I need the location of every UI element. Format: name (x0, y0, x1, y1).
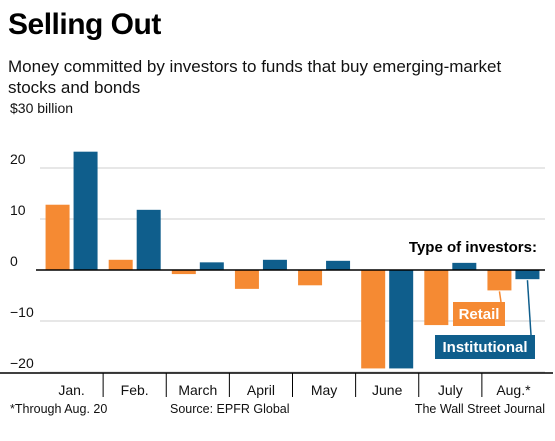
footnote-source: Source: EPFR Global (170, 402, 290, 416)
x-tick-label: Feb. (121, 382, 149, 398)
footnote-credit: The Wall Street Journal (414, 402, 545, 416)
y-tick-label: 0 (10, 253, 18, 269)
legend-label-institutional: Institutional (443, 339, 528, 356)
legend-leader-line (526, 280, 532, 336)
footnote-note: *Through Aug. 20 (10, 402, 108, 416)
bar-institutional-7 (515, 270, 540, 280)
y-tick-label: 10 (10, 202, 26, 218)
legend: Type of investors: Retail Institutional (409, 239, 537, 359)
legend-label-retail: Retail (459, 306, 500, 323)
chart-subtitle: Money committed by investors to funds th… (8, 57, 502, 97)
x-tick-label: May (311, 382, 337, 398)
legend-title: Type of investors: (409, 239, 537, 256)
bar-retail-7 (487, 270, 512, 291)
axes: $30 billion 20 10 0 −10 −20 Jan. Feb. March April… (0, 100, 553, 398)
legend-leader-line (498, 291, 502, 303)
bar-retail-3 (234, 270, 259, 289)
chart-title: Selling Out (8, 8, 161, 41)
y-tick-label: 20 (10, 151, 26, 167)
bar-institutional-6 (452, 262, 477, 270)
bar-institutional-1 (136, 209, 161, 270)
bar-retail-4 (298, 270, 323, 286)
legend-swatch-institutional (435, 335, 535, 359)
bar-retail-2 (171, 270, 196, 275)
bar-institutional-5 (389, 270, 414, 369)
bar-retail-5 (361, 270, 386, 369)
x-tick-label: Aug.* (496, 382, 531, 398)
bar-institutional-0 (73, 151, 98, 270)
bar-retail-1 (108, 259, 133, 270)
y-tick-label: −20 (10, 355, 34, 371)
bar-institutional-2 (199, 262, 224, 270)
x-tick-label: June (372, 382, 403, 398)
y-tick-label: −10 (10, 304, 34, 320)
x-tick-label: July (438, 382, 463, 398)
bar-institutional-3 (262, 259, 287, 270)
x-tick-label: April (247, 382, 275, 398)
legend-swatch-retail (453, 302, 505, 326)
bar-institutional-4 (326, 260, 351, 270)
y-tick-label: $30 billion (10, 100, 73, 116)
bars (45, 151, 540, 369)
bar-retail-6 (424, 270, 449, 326)
bar-retail-0 (45, 204, 70, 270)
x-tick-label: Jan. (58, 382, 84, 398)
x-tick-label: March (178, 382, 217, 398)
